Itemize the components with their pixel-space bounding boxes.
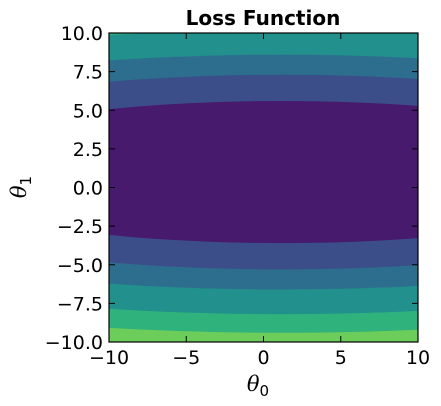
y-tick-label: 10.0	[61, 23, 103, 45]
y-axis-label-symbol: θ	[7, 185, 31, 198]
x-axis-label: θ0	[247, 372, 269, 400]
x-axis: −10 −5 0 5 10	[89, 33, 430, 369]
y-tick-label: 7.5	[73, 62, 103, 84]
y-tick-label: 5.0	[73, 100, 103, 122]
x-tick-label: −5	[172, 347, 200, 369]
y-axis-label-subscript: 1	[17, 176, 35, 186]
x-tick-label: 10	[406, 347, 430, 369]
y-tick-label: −5.0	[57, 255, 103, 277]
y-tick-label: 2.5	[73, 139, 103, 161]
y-tick-label: −10.0	[45, 332, 103, 354]
chart-title: Loss Function	[186, 6, 341, 30]
contour-band-0	[109, 101, 418, 244]
y-tick-label: 0.0	[73, 178, 103, 200]
y-axis-label: θ1	[7, 176, 35, 198]
x-tick-label: −10	[89, 347, 129, 369]
x-tick-label: 5	[335, 347, 347, 369]
x-axis-label-subscript: 0	[260, 382, 270, 400]
x-tick-label: 0	[257, 347, 269, 369]
y-axis: 10.0 7.5 5.0 2.5 0.0 −2.5 −5.0 −7.5 −10.0	[45, 23, 418, 354]
plot-area	[109, 33, 418, 342]
y-tick-label: −2.5	[57, 216, 103, 238]
y-tick-label: −7.5	[57, 293, 103, 315]
x-axis-label-symbol: θ	[247, 372, 260, 396]
